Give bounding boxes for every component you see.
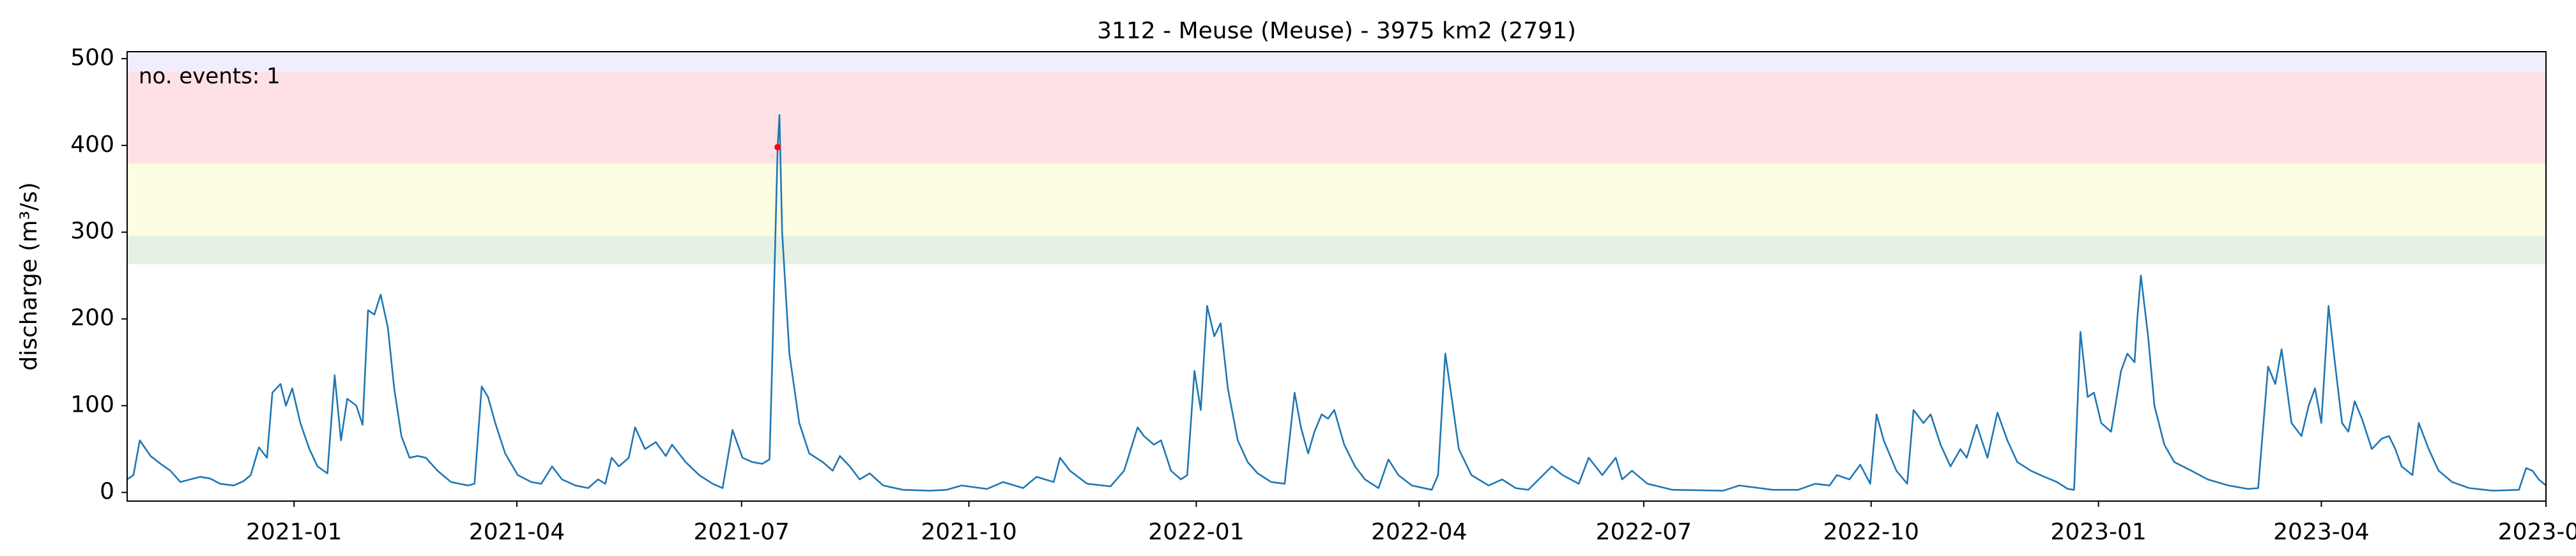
x-tick-label: 2022-10 bbox=[1823, 519, 1919, 545]
x-tick-label: 2023-07 bbox=[2498, 519, 2576, 545]
threshold-band bbox=[127, 236, 2546, 264]
threshold-band bbox=[127, 71, 2546, 164]
x-tick-label: 2021-10 bbox=[921, 519, 1016, 545]
y-tick-label: 300 bbox=[70, 218, 114, 244]
y-tick-label: 100 bbox=[70, 392, 114, 418]
x-tick-label: 2021-07 bbox=[693, 519, 789, 545]
x-tick-label: 2022-07 bbox=[1596, 519, 1692, 545]
x-tick-label: 2022-04 bbox=[1371, 519, 1467, 545]
y-axis-label: discharge (m³/s) bbox=[16, 182, 42, 370]
y-tick-label: 500 bbox=[70, 45, 114, 71]
threshold-band bbox=[127, 52, 2546, 72]
y-tick-label: 200 bbox=[70, 305, 114, 331]
event-marker bbox=[774, 144, 781, 151]
threshold-band bbox=[127, 163, 2546, 236]
chart-title: 3112 - Meuse (Meuse) - 3975 km2 (2791) bbox=[1097, 18, 1576, 44]
x-tick-label: 2023-01 bbox=[2050, 519, 2146, 545]
x-tick-label: 2023-04 bbox=[2273, 519, 2369, 545]
x-tick-label: 2022-01 bbox=[1148, 519, 1244, 545]
discharge-line bbox=[126, 114, 2547, 492]
x-tick-label: 2021-04 bbox=[469, 519, 565, 545]
y-tick-label: 0 bbox=[100, 478, 114, 504]
x-tick-label: 2021-01 bbox=[246, 519, 342, 545]
y-tick-label: 400 bbox=[70, 131, 114, 158]
plot-frame bbox=[126, 51, 2547, 502]
annotation: no. events: 1 bbox=[139, 64, 280, 89]
